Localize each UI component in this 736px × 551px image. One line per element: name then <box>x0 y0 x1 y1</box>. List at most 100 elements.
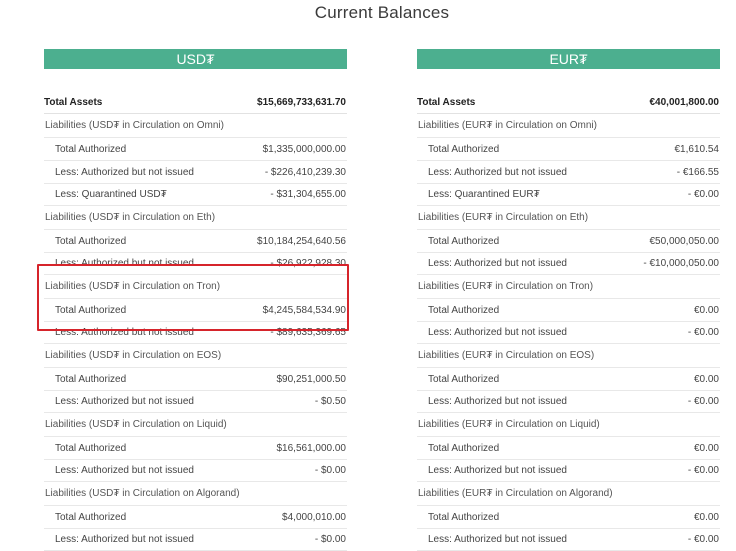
row-value: $90,251,000.50 <box>276 373 346 385</box>
eurt-header: EUR₮ <box>417 49 720 69</box>
table-row: Less: Authorized but not issued - $26,922… <box>44 252 347 275</box>
usdt-header: USD₮ <box>44 49 347 69</box>
liabilities-section-title: Liabilities (USD₮ in Circulation on Liqu… <box>45 419 227 430</box>
row-value: - $0.50 <box>314 396 346 407</box>
total-assets-value: $15,669,733,631.70 <box>257 96 346 108</box>
table-row: Total Authorized €0.00 <box>417 505 720 528</box>
row-value: - $89,635,369.65 <box>270 327 346 338</box>
liabilities-section-title: Liabilities (EUR₮ in Circulation on Eth) <box>418 212 589 223</box>
table-row: Less: Authorized but not issued - €0.00 <box>417 321 720 344</box>
table-row: Total Authorized €0.00 <box>417 436 720 459</box>
table-row: Total Authorized $16,561,000.00 <box>44 436 347 459</box>
liabilities-section-title: Liabilities (EUR₮ in Circulation on EOS) <box>418 350 595 361</box>
row-label: Less: Authorized but not issued <box>428 534 567 545</box>
liabilities-section-title: Liabilities (USD₮ in Circulation on EOS) <box>45 350 222 361</box>
total-assets-row: Total Assets $15,669,733,631.70 <box>44 91 347 114</box>
row-label: Total Authorized <box>55 373 127 385</box>
liabilities-section-title: Liabilities (EUR₮ in Circulation on Omni… <box>418 120 597 131</box>
row-label: Total Authorized <box>428 442 500 454</box>
highlight-box-tron <box>37 264 349 331</box>
row-value: - $0.00 <box>314 465 346 476</box>
row-label: Total Authorized <box>428 373 500 385</box>
row-value: $1,335,000,000.00 <box>262 143 346 155</box>
row-label: Total Authorized <box>428 304 500 316</box>
row-label: Less: Authorized but not issued <box>55 258 194 269</box>
table-row: Less: Quarantined USD₮ - $31,304,655.00 <box>44 183 347 206</box>
table-row: Less: Authorized but not issued - €0.00 <box>417 459 720 482</box>
total-assets-value: €40,001,800.00 <box>649 96 719 108</box>
row-value: $10,184,254,640.56 <box>257 235 346 247</box>
row-label: Less: Authorized but not issued <box>428 258 567 269</box>
row-label: Less: Authorized but not issued <box>55 465 194 476</box>
usdt-balance-table: USD₮ Total Assets $15,669,733,631.70 Liabil… <box>44 49 347 551</box>
table-row: Less: Authorized but not issued - €166.55 <box>417 160 720 183</box>
row-label: Less: Authorized but not issued <box>55 396 194 407</box>
total-assets-label: Total Assets <box>417 96 476 108</box>
row-value: €0.00 <box>693 511 719 523</box>
page-title: Current Balances <box>314 3 450 22</box>
row-label: Total Authorized <box>428 235 500 247</box>
table-row: Total Authorized $4,000,010.00 <box>44 505 347 528</box>
table-row: Total Authorized €1,610.54 <box>417 137 720 160</box>
row-value: €0.00 <box>693 442 719 454</box>
table-row: Less: Authorized but not issued - €10,000… <box>417 252 720 275</box>
row-value: $4,245,584,534.90 <box>262 304 346 316</box>
row-label: Less: Authorized but not issued <box>55 166 194 178</box>
table-row: Less: Authorized but not issued - €0.00 <box>417 528 720 551</box>
table-row: Less: Authorized but not issued - $226,41… <box>44 160 347 183</box>
table-row: Less: Quarantined EUR₮ - €0.00 <box>417 183 720 206</box>
table-row: Total Authorized $10,184,254,640.56 <box>44 229 347 252</box>
row-label: Less: Authorized but not issued <box>55 534 194 545</box>
table-row: Less: Authorized but not issued - €0.00 <box>417 390 720 413</box>
row-label: Less: Authorized but not issued <box>55 327 194 338</box>
row-label: Total Authorized <box>55 304 127 316</box>
table-row: Total Authorized €0.00 <box>417 367 720 390</box>
row-value: - €0.00 <box>687 327 719 338</box>
row-value: €1,610.54 <box>674 143 720 155</box>
table-row: Total Authorized $1,335,000,000.00 <box>44 137 347 160</box>
row-label: Total Authorized <box>55 511 127 523</box>
liabilities-section-title: Liabilities (USD₮ in Circulation on Tron… <box>45 281 221 292</box>
table-row: Total Authorized €0.00 <box>417 298 720 321</box>
total-assets-row: Total Assets €40,001,800.00 <box>417 91 720 114</box>
row-label: Less: Authorized but not issued <box>428 396 567 407</box>
row-value: - $226,410,239.30 <box>264 166 346 178</box>
row-value: - €0.00 <box>687 396 719 407</box>
row-label: Total Authorized <box>428 511 500 523</box>
row-value: - €0.00 <box>687 465 719 476</box>
row-label: Total Authorized <box>55 235 127 247</box>
row-value: €0.00 <box>693 373 719 385</box>
row-value: $16,561,000.00 <box>276 442 346 454</box>
row-value: - €0.00 <box>687 189 719 200</box>
row-value: - €166.55 <box>676 166 719 178</box>
row-label: Less: Quarantined USD₮ <box>55 189 167 200</box>
liabilities-section-title: Liabilities (USD₮ in Circulation on Algo… <box>45 488 240 499</box>
total-assets-label: Total Assets <box>44 96 103 108</box>
row-value: €50,000,050.00 <box>649 235 719 247</box>
table-row: Less: Authorized but not issued - $0.50 <box>44 390 347 413</box>
table-row: Less: Authorized but not issued - $0.00 <box>44 528 347 551</box>
liabilities-section-title: Liabilities (EUR₮ in Circulation on Liqu… <box>418 419 600 430</box>
liabilities-section-title: Liabilities (USD₮ in Circulation on Omni… <box>45 120 224 131</box>
row-label: Total Authorized <box>428 143 500 155</box>
row-value: - $26,922,928.30 <box>270 258 346 269</box>
row-value: - €10,000,050.00 <box>643 258 719 269</box>
liabilities-section-title: Liabilities (EUR₮ in Circulation on Algo… <box>418 488 613 499</box>
table-row: Less: Authorized but not issued - $89,635… <box>44 321 347 344</box>
table-row: Total Authorized $4,245,584,534.90 <box>44 298 347 321</box>
row-label: Less: Authorized but not issued <box>428 465 567 476</box>
liabilities-section-title: Liabilities (EUR₮ in Circulation on Tron… <box>418 281 594 292</box>
row-value: $4,000,010.00 <box>282 511 346 523</box>
table-row: Less: Authorized but not issued - $0.00 <box>44 459 347 482</box>
eurt-balance-table: EUR₮ Total Assets €40,001,800.00 Liabilitie… <box>417 49 720 551</box>
liabilities-section-title: Liabilities (USD₮ in Circulation on Eth) <box>45 212 216 223</box>
row-value: €0.00 <box>693 304 719 316</box>
row-label: Total Authorized <box>55 442 127 454</box>
table-row: Total Authorized €50,000,050.00 <box>417 229 720 252</box>
row-value: - $31,304,655.00 <box>270 189 346 200</box>
row-value: - $0.00 <box>314 534 346 545</box>
table-row: Total Authorized $90,251,000.50 <box>44 367 347 390</box>
row-label: Total Authorized <box>55 143 127 155</box>
row-label: Less: Authorized but not issued <box>428 327 567 338</box>
row-value: - €0.00 <box>687 534 719 545</box>
